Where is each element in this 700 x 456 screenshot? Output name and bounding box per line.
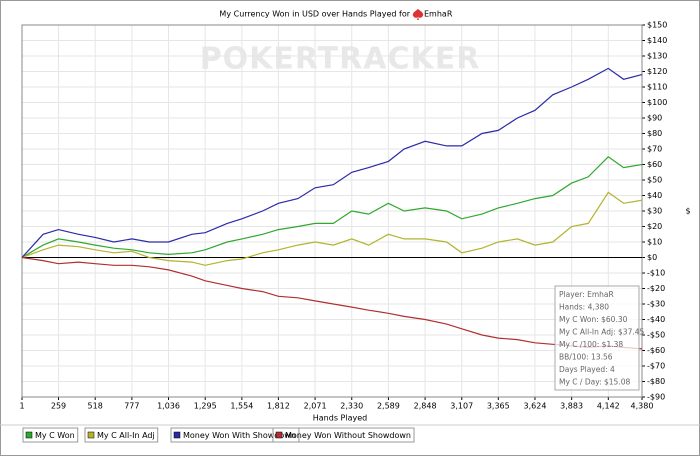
stats-line: Player: EmhaR [559, 290, 614, 299]
y-tick-label: $80 [647, 129, 662, 138]
y-tick-label: $90 [647, 114, 662, 123]
x-tick-label: 1 [19, 402, 24, 411]
stats-line: My C All-In Adj: $37.45 [559, 328, 644, 337]
y-tick-label: $100 [647, 98, 667, 107]
y-tick-label: $20 [647, 222, 662, 231]
x-tick-label: 3,107 [450, 402, 473, 411]
series-line [21, 256, 643, 350]
stats-box [554, 285, 640, 391]
legend-label: Money Won Without Showdown [285, 431, 411, 440]
stats-line: My C / Day: $15.08 [559, 378, 630, 387]
y-tick-label: -$80 [647, 377, 665, 386]
x-tick-label: 1,295 [194, 402, 217, 411]
x-tick-label: 1,554 [230, 402, 253, 411]
stats-line: Days Played: 4 [559, 365, 615, 374]
legend-item-box [22, 427, 79, 443]
legend-label: Money Won With Showdown [183, 431, 296, 440]
y-tick-label: $30 [647, 207, 662, 216]
series-line [21, 191, 643, 266]
x-tick-label: 2,589 [377, 402, 400, 411]
series-line [21, 67, 643, 258]
legend-label: My C All-In Adj [97, 431, 155, 440]
y-tick-label: -$70 [647, 362, 665, 371]
stats-line: Hands: 4,380 [559, 303, 609, 312]
legend-swatch [173, 431, 181, 439]
y-tick-label: $70 [647, 145, 662, 154]
chart-title: My Currency Won in USD over Hands Played… [219, 10, 410, 19]
y-tick-label: -$40 [647, 315, 665, 324]
stats-line: My C /100: $1.38 [559, 340, 623, 349]
legend-swatch [87, 431, 95, 439]
x-tick-label: 2,330 [340, 402, 363, 411]
stats-line: My C Won: $60.30 [559, 315, 628, 324]
y-tick-label: $130 [647, 52, 667, 61]
y-tick-label: $150 [647, 21, 667, 30]
x-tick-label: 4,380 [631, 402, 654, 411]
legend-item-box [84, 427, 159, 443]
y-tick-label: $40 [647, 191, 662, 200]
y-tick-label: -$30 [647, 300, 665, 309]
legend-swatch [275, 431, 283, 439]
y-axis-label: $ [685, 207, 690, 216]
y-tick-label: -$10 [647, 269, 665, 278]
legend-label: My C Won [35, 431, 75, 440]
x-tick-label: 777 [124, 402, 139, 411]
x-tick-label: 2,848 [414, 402, 437, 411]
player-name: EmhaR [424, 10, 453, 19]
y-tick-label: $120 [647, 67, 667, 76]
x-tick-label: 3,624 [524, 402, 547, 411]
series-line [21, 156, 643, 259]
x-tick-label: 1,036 [157, 402, 180, 411]
y-tick-label: $140 [647, 36, 667, 45]
y-tick-label: $110 [647, 83, 667, 92]
plot-border [21, 24, 643, 398]
x-tick-label: 4,142 [597, 402, 620, 411]
x-axis-label: Hands Played [313, 414, 367, 423]
x-tick-label: 259 [51, 402, 66, 411]
y-tick-label: -$50 [647, 331, 665, 340]
legend-item-box [272, 427, 415, 443]
y-tick-label: -$90 [647, 393, 665, 402]
y-tick-label: $0 [647, 253, 657, 262]
y-tick-label: $50 [647, 176, 662, 185]
legend-swatch [25, 431, 33, 439]
x-tick-label: 518 [88, 402, 103, 411]
watermark: POKERTRACKER [200, 42, 481, 77]
x-tick-label: 1,812 [267, 402, 290, 411]
y-tick-label: $60 [647, 160, 662, 169]
y-tick-label: $10 [647, 238, 662, 247]
x-tick-label: 3,883 [560, 402, 583, 411]
y-tick-label: -$60 [647, 346, 665, 355]
x-tick-label: 3,365 [487, 402, 510, 411]
spade-icon [412, 9, 424, 20]
y-tick-label: -$20 [647, 284, 665, 293]
legend-item-box [170, 427, 300, 443]
stats-line: BB/100: 13.56 [559, 353, 613, 362]
x-tick-label: 2,071 [304, 402, 327, 411]
